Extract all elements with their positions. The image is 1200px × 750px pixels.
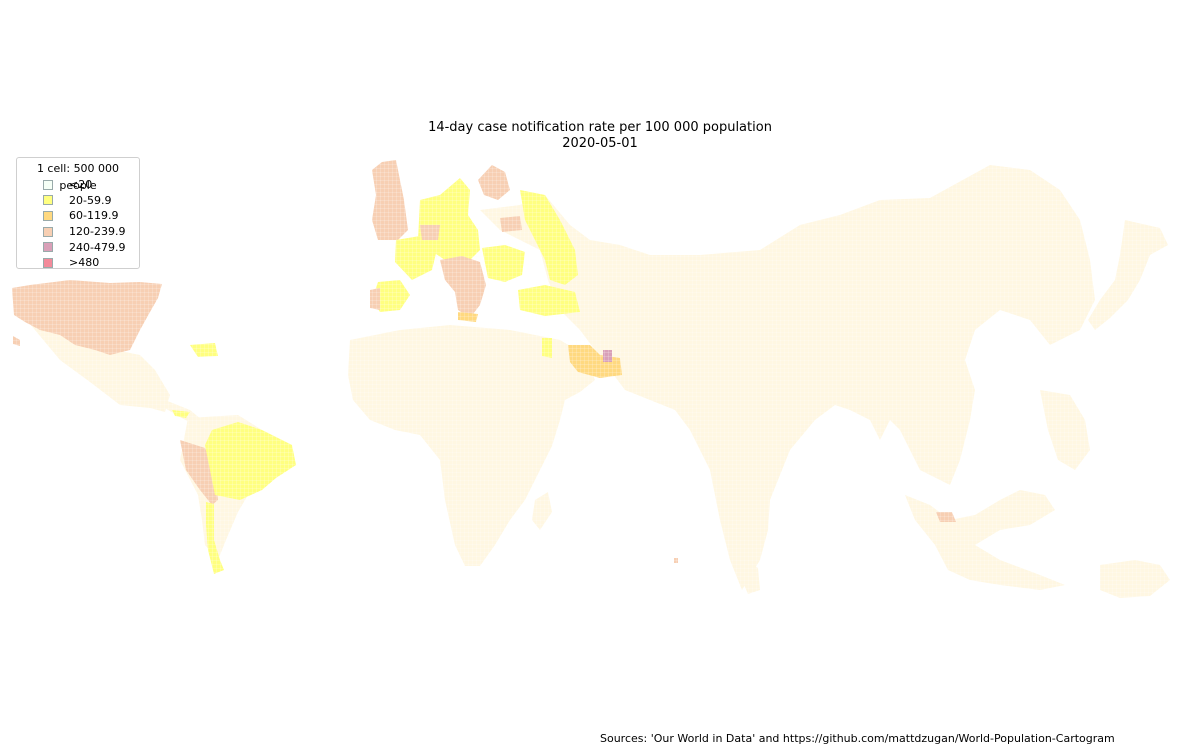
legend-label: >480 xyxy=(69,256,100,270)
legend-item: 120-239.9 xyxy=(21,224,135,240)
map-title-block: 14-day case notification rate per 100 00… xyxy=(0,120,1200,152)
legend-swatch xyxy=(43,210,53,221)
map-date: 2020-05-01 xyxy=(562,136,638,151)
legend-swatch xyxy=(43,242,53,253)
legend-swatch xyxy=(43,226,53,237)
legend-swatch xyxy=(43,179,53,190)
legend-label: 60-119.9 xyxy=(69,209,119,223)
legend-items: <20 20-59.9 60-119.9 120-239.9 240-479.9 >480 xyxy=(21,177,135,271)
map-title: 14-day case notification rate per 100 00… xyxy=(428,120,772,135)
legend-swatch xyxy=(43,257,53,268)
legend-label: <20 xyxy=(69,178,93,192)
legend-item: 240-479.9 xyxy=(21,239,135,255)
legend-item: <20 xyxy=(21,177,135,193)
legend-label: 240-479.9 xyxy=(69,240,126,254)
legend-label: 120-239.9 xyxy=(69,225,126,239)
grid-overlay xyxy=(0,150,1200,610)
legend-swatch xyxy=(43,195,53,206)
legend-item: 60-119.9 xyxy=(21,208,135,224)
sources-text: Sources: 'Our World in Data' and https:/… xyxy=(600,732,1115,745)
legend-item: >480 xyxy=(21,255,135,271)
legend-label: 20-59.9 xyxy=(69,193,112,207)
legend: 1 cell: 500 000 people <20 20-59.9 60-119.… xyxy=(16,157,140,269)
legend-title: 1 cell: 500 000 people xyxy=(36,162,120,192)
legend-item: 20-59.9 xyxy=(21,193,135,209)
